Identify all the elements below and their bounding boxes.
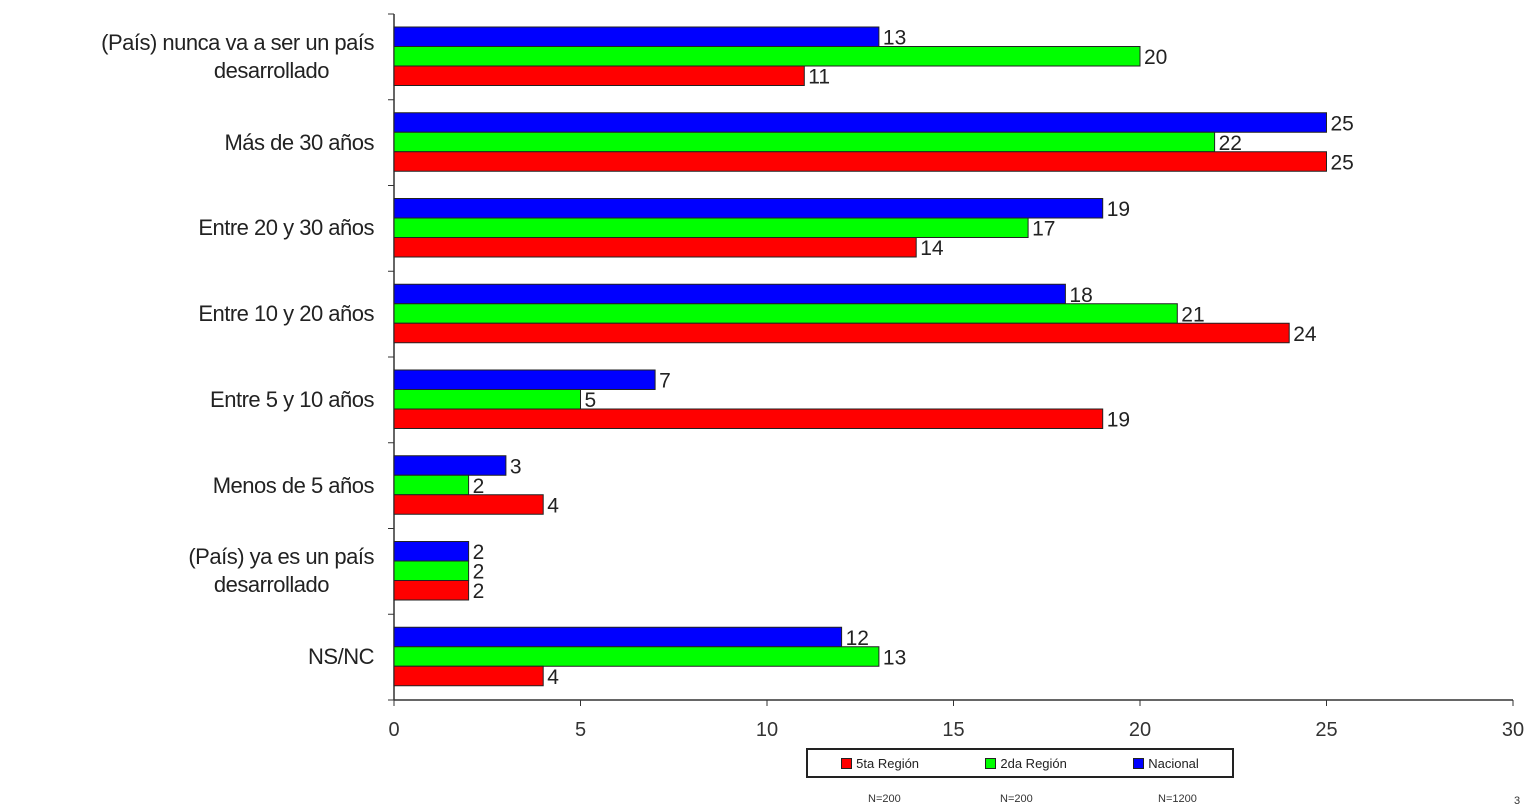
bar-2da-region-5	[393, 474, 470, 496]
data-label-2da-region-1: 22	[1219, 132, 1242, 155]
legend-label-5ta: 5ta Región	[856, 755, 920, 771]
category-label: (País) nunca va a ser un país desarrollad…	[101, 29, 374, 83]
bar-nacional-4	[393, 369, 656, 390]
bar-2da-region-2	[393, 217, 1029, 238]
legend-label-2da: 2da Región	[1000, 755, 1067, 771]
data-label-2da-region-0: 20	[1144, 46, 1167, 69]
data-label-5ta-region-3: 24	[1293, 323, 1317, 346]
data-label-5ta-region-1: 25	[1331, 151, 1354, 174]
bar-5ta-region-5	[393, 494, 544, 515]
data-label-5ta-region-0: 11	[808, 66, 830, 89]
legend-item-5ta: 5ta Región	[841, 756, 919, 771]
bar-2da-region-4	[393, 389, 581, 410]
legend-label-nacional: Nacional	[1148, 755, 1199, 771]
data-label-5ta-region-4: 19	[1107, 409, 1130, 432]
data-label-5ta-region-2: 14	[920, 237, 944, 260]
bar-nacional-1	[393, 112, 1327, 133]
legend-swatch-5ta	[841, 757, 853, 769]
bar-5ta-region-4	[393, 408, 1104, 429]
data-label-2da-region-2: 17	[1032, 218, 1055, 241]
sample-size-2da: N=200	[1000, 793, 1033, 805]
legend-swatch-2da	[985, 757, 997, 769]
bar-5ta-region-6	[393, 580, 470, 601]
data-label-5ta-region-5: 4	[547, 494, 559, 517]
category-label: Entre 10 y 20 años	[198, 301, 374, 327]
bar-5ta-region-0	[393, 65, 805, 86]
bar-2da-region-6	[393, 560, 470, 581]
x-tick-label: 30	[1502, 719, 1524, 741]
x-tick-label: 5	[575, 719, 586, 741]
x-tick-label: 0	[388, 719, 399, 741]
bar-nacional-0	[393, 26, 880, 47]
category-label: Más de 30 años	[224, 129, 374, 155]
category-label: Entre 20 y 30 años	[198, 215, 374, 241]
data-label-nacional-5: 3	[510, 455, 522, 478]
bar-2da-region-1	[393, 131, 1216, 153]
bar-5ta-region-7	[393, 665, 544, 687]
data-label-2da-region-7: 13	[883, 646, 906, 669]
category-label: Entre 5 y 10 años	[210, 386, 374, 412]
category-label: NS/NC	[308, 644, 374, 670]
data-label-nacional-3: 18	[1069, 284, 1092, 307]
legend-item-nacional: Nacional	[1133, 756, 1199, 771]
bar-nacional-6	[393, 541, 470, 562]
category-label: (País) ya es un país desarrollado	[188, 544, 374, 598]
data-label-nacional-0: 13	[883, 27, 906, 50]
sample-size-nacional: N=1200	[1158, 793, 1197, 805]
bar-nacional-2	[393, 198, 1104, 219]
bar-5ta-region-1	[393, 151, 1327, 172]
data-label-nacional-2: 19	[1107, 198, 1130, 221]
data-label-5ta-region-6: 2	[473, 580, 485, 603]
data-label-2da-region-6: 2	[473, 561, 485, 584]
data-label-nacional-4: 7	[659, 370, 671, 393]
page-number: 3	[1514, 795, 1521, 807]
bar-2da-region-3	[393, 303, 1178, 324]
bar-nacional-5	[393, 455, 507, 476]
category-label: Menos de 5 años	[212, 472, 375, 498]
bar-5ta-region-3	[393, 322, 1290, 344]
x-tick-label: 15	[942, 719, 964, 741]
data-label-2da-region-5: 2	[473, 475, 485, 498]
data-label-5ta-region-7: 4	[547, 666, 559, 689]
data-label-nacional-6: 2	[473, 541, 485, 564]
data-label-nacional-1: 25	[1331, 112, 1354, 135]
legend: 5ta Región 2da Región Nacional	[806, 748, 1234, 778]
data-label-2da-region-3: 21	[1181, 303, 1204, 326]
bar-nacional-3	[393, 283, 1066, 305]
legend-item-2da: 2da Región	[985, 756, 1067, 771]
x-tick-label: 20	[1129, 719, 1151, 741]
bar-2da-region-7	[393, 646, 880, 667]
legend-swatch-nacional	[1133, 757, 1145, 769]
data-label-nacional-7: 12	[846, 627, 869, 650]
x-tick-label: 10	[756, 719, 778, 741]
bar-2da-region-0	[393, 46, 1141, 67]
x-tick-label: 25	[1315, 719, 1337, 741]
data-label-2da-region-4: 5	[585, 389, 597, 412]
bar-5ta-region-2	[393, 237, 917, 258]
bar-nacional-7	[393, 626, 843, 648]
sample-size-5ta: N=200	[868, 793, 901, 805]
